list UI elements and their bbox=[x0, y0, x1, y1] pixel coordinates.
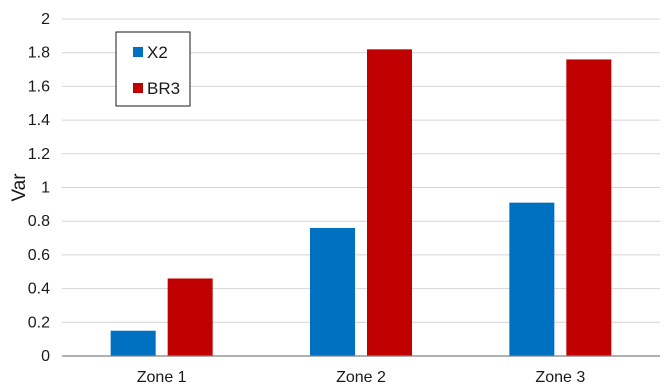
y-axis-title: Var bbox=[9, 173, 30, 202]
y-tick-label: 0.2 bbox=[28, 314, 50, 331]
bar-br3-zone-2 bbox=[367, 49, 412, 357]
bars bbox=[110, 49, 612, 357]
y-tick-label: 0.6 bbox=[28, 247, 50, 264]
y-tick-label: 2 bbox=[41, 11, 50, 28]
x-axis-ticks: Zone 1 Zone 2 Zone 3 bbox=[137, 369, 586, 386]
y-tick-label: 0.4 bbox=[28, 281, 50, 298]
bar-br3-zone-1 bbox=[167, 278, 213, 356]
legend-label-x2: X2 bbox=[147, 43, 168, 62]
legend-swatch-x2 bbox=[133, 47, 143, 57]
bar-x2-zone-1 bbox=[110, 330, 156, 356]
legend-box bbox=[115, 31, 191, 107]
bar-br3-zone-3 bbox=[566, 59, 612, 356]
y-tick-label: 0 bbox=[41, 348, 50, 365]
x-tick-label: Zone 1 bbox=[137, 369, 187, 386]
bar-x2-zone-2 bbox=[310, 227, 355, 356]
y-axis-ticks: 0 0.2 0.4 0.6 0.8 1 1.2 1.4 1.6 1.8 2 bbox=[28, 11, 50, 365]
y-tick-label: 1 bbox=[41, 180, 50, 197]
x-tick-label: Zone 3 bbox=[535, 369, 585, 386]
bar-x2-zone-3 bbox=[509, 202, 555, 356]
y-tick-label: 1.2 bbox=[28, 146, 50, 163]
legend-label-br3: BR3 bbox=[147, 79, 180, 98]
legend: X2 BR3 bbox=[115, 31, 191, 107]
legend-swatch-br3 bbox=[133, 83, 143, 93]
y-tick-label: 1.6 bbox=[28, 78, 50, 95]
y-tick-label: 0.8 bbox=[28, 213, 50, 230]
y-tick-label: 1.4 bbox=[28, 112, 50, 129]
gridlines bbox=[62, 18, 660, 323]
x-tick-label: Zone 2 bbox=[336, 369, 386, 386]
y-tick-label: 1.8 bbox=[28, 45, 50, 62]
